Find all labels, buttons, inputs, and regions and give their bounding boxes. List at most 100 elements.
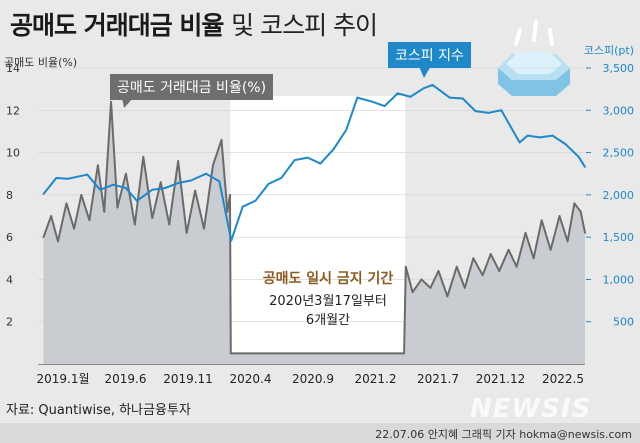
- left-tick-label: 4: [6, 273, 13, 286]
- short-ratio-point: [404, 265, 407, 268]
- x-tick-label: 2019.1월: [36, 372, 89, 386]
- short-ratio-point: [65, 202, 68, 205]
- kospi-callout: 코스피 지수: [388, 42, 471, 68]
- x-tick-label: 2020.4: [230, 372, 272, 386]
- short-ratio-point: [377, 352, 380, 355]
- kospi-point: [383, 105, 386, 107]
- short-ratio-point: [437, 270, 440, 272]
- short-ratio-point: [261, 352, 264, 355]
- kospi-point: [67, 177, 70, 180]
- short-ratio-point: [420, 278, 423, 281]
- short-ratio-point: [110, 100, 112, 103]
- short-ratio-point: [455, 265, 458, 268]
- page-title: 공매도 거래대금 비율 및 코스피 추이: [10, 6, 378, 42]
- left-tick-label: 2: [6, 316, 13, 329]
- short-ratio-point: [103, 210, 106, 213]
- short-ratio-point: [540, 219, 543, 222]
- kospi-point: [267, 182, 270, 185]
- short-ratio-callout: 공매도 거래대금 비율(%): [110, 74, 274, 100]
- short-ratio-point: [532, 257, 535, 260]
- ban-period-text: 2020년3월17일부터 6개월간: [246, 292, 410, 330]
- short-ratio-point: [96, 164, 99, 167]
- kospi-point: [409, 95, 412, 98]
- short-ratio-point: [194, 189, 197, 192]
- x-tick-label: 2021.7: [417, 372, 459, 386]
- kospi-point: [551, 134, 554, 137]
- kospi-point: [254, 199, 257, 202]
- watermark: NEWSIS: [470, 394, 592, 424]
- kospi-point: [189, 179, 192, 182]
- kospi-point: [42, 193, 45, 195]
- kospi-point: [86, 173, 89, 176]
- kospi-point: [448, 96, 451, 99]
- x-tick-label: 2022.5: [542, 372, 584, 386]
- short-ratio-point: [142, 155, 145, 158]
- short-ratio-point: [472, 257, 475, 260]
- kospi-point: [319, 162, 322, 165]
- short-ratio-point: [185, 232, 188, 234]
- kospi-point: [461, 97, 464, 100]
- short-ratio-point: [403, 352, 405, 355]
- short-ratio-point: [300, 352, 303, 355]
- kospi-point: [474, 110, 477, 113]
- short-ratio-point: [515, 265, 518, 268]
- short-ratio-point: [429, 286, 432, 289]
- x-tick-label: 2020.9: [292, 372, 334, 386]
- left-tick-label: 14: [6, 62, 20, 75]
- kospi-point: [293, 159, 296, 162]
- short-ratio-point: [159, 181, 162, 184]
- x-tick-label: 2021.2: [355, 372, 397, 386]
- kospi-point: [99, 188, 101, 191]
- kospi-point: [345, 128, 348, 131]
- short-ratio-point: [446, 295, 449, 298]
- footer-bar: [0, 423, 640, 443]
- ban-period-box: [230, 96, 406, 364]
- kospi-point: [500, 109, 503, 112]
- kospi-point: [205, 172, 208, 175]
- short-ratio-point: [584, 232, 586, 234]
- left-tick-label: 12: [6, 104, 20, 117]
- kospi-point: [151, 188, 154, 191]
- short-ratio-point: [151, 217, 154, 220]
- kospi-point: [280, 177, 283, 179]
- money-stack-icon: [498, 20, 570, 96]
- short-ratio-point: [116, 206, 119, 209]
- kospi-point: [332, 148, 335, 151]
- kospi-point: [125, 187, 127, 189]
- kospi-point: [577, 155, 580, 158]
- left-tick-label: 6: [6, 231, 13, 244]
- short-ratio-point: [229, 352, 232, 355]
- right-tick-label: 3,500: [603, 62, 635, 75]
- short-ratio-point: [411, 291, 414, 294]
- left-tick-label: 8: [6, 189, 13, 202]
- short-ratio-point: [463, 286, 466, 289]
- ban-period-line2: 6개월간: [305, 313, 351, 328]
- kospi-point: [584, 166, 586, 168]
- kospi-point: [306, 156, 309, 159]
- short-ratio-point: [177, 160, 180, 162]
- kospi-point: [55, 177, 58, 179]
- kospi-point: [356, 96, 359, 99]
- short-ratio-point: [42, 236, 45, 239]
- x-tick-label: 2019.6: [105, 372, 147, 386]
- right-tick-label: 1,000: [603, 273, 635, 286]
- right-tick-label: 2,500: [603, 147, 635, 160]
- x-tick-label: 2019.11: [163, 372, 213, 386]
- kospi-point: [526, 134, 529, 137]
- short-ratio-point: [549, 248, 552, 251]
- kospi-point: [422, 87, 425, 90]
- short-ratio-line: [42, 100, 586, 355]
- kospi-point: [136, 199, 138, 202]
- right-tick-label: 500: [613, 316, 634, 329]
- source-note: 자료: Quantiwise, 하나금융투자: [6, 403, 191, 418]
- right-tick-label: 2,000: [603, 189, 635, 202]
- ban-period-title: 공매도 일시 금지 기간: [262, 271, 394, 287]
- right-tick-label: 3,000: [603, 104, 635, 117]
- short-ratio-point: [133, 223, 136, 226]
- short-ratio-point: [57, 240, 59, 243]
- short-ratio-point: [226, 210, 229, 213]
- kospi-point: [241, 205, 244, 208]
- short-ratio-point: [489, 253, 492, 255]
- kospi-point: [564, 143, 567, 146]
